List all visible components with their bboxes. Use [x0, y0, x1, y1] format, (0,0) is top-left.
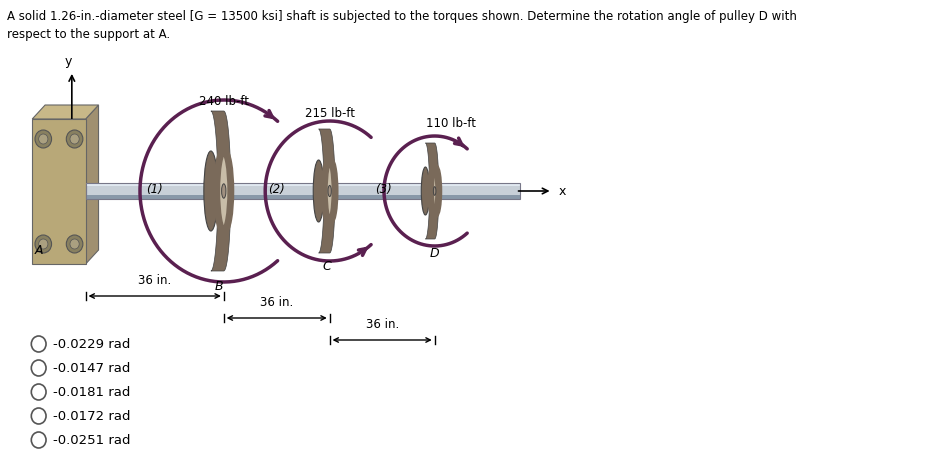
Bar [86, 195, 520, 200]
Text: 36 in.: 36 in. [365, 317, 399, 330]
Ellipse shape [421, 168, 430, 216]
Bar [33, 120, 86, 264]
Text: B: B [215, 279, 224, 292]
Text: -0.0147 rad: -0.0147 rad [53, 362, 130, 375]
Circle shape [32, 384, 46, 400]
Circle shape [38, 239, 48, 250]
Bar [86, 184, 520, 200]
Text: -0.0229 rad: -0.0229 rad [53, 338, 130, 351]
Ellipse shape [324, 161, 335, 223]
Ellipse shape [222, 184, 226, 199]
Text: A solid 1.26-in.-diameter steel [G = 13500 ksi] shaft is subjected to the torque: A solid 1.26-in.-diameter steel [G = 135… [7, 10, 797, 23]
Bar [86, 184, 520, 200]
Text: 240 lb-ft: 240 lb-ft [199, 95, 249, 108]
Ellipse shape [313, 161, 324, 223]
Circle shape [66, 236, 83, 253]
Text: A: A [35, 244, 44, 257]
Text: -0.0251 rad: -0.0251 rad [53, 433, 130, 446]
Ellipse shape [217, 152, 231, 232]
Bar [86, 184, 520, 187]
Circle shape [38, 135, 48, 144]
Polygon shape [319, 130, 335, 253]
Text: (2): (2) [267, 183, 284, 196]
Text: (1): (1) [146, 183, 163, 196]
Ellipse shape [328, 186, 331, 197]
Text: y: y [64, 55, 72, 68]
Circle shape [32, 408, 46, 424]
Circle shape [66, 131, 83, 149]
Text: C: C [322, 259, 331, 272]
Ellipse shape [433, 187, 436, 196]
Text: -0.0181 rad: -0.0181 rad [53, 386, 130, 399]
Ellipse shape [431, 168, 439, 216]
Text: respect to the support at A.: respect to the support at A. [7, 28, 171, 41]
Text: x: x [559, 185, 567, 198]
Text: 215 lb-ft: 215 lb-ft [305, 107, 355, 120]
Circle shape [35, 236, 51, 253]
Text: 110 lb-ft: 110 lb-ft [426, 117, 476, 130]
Circle shape [32, 336, 46, 352]
Polygon shape [425, 144, 439, 239]
Text: 36 in.: 36 in. [260, 295, 294, 308]
Ellipse shape [204, 152, 218, 232]
Circle shape [32, 360, 46, 376]
Text: 36 in.: 36 in. [138, 274, 171, 287]
Circle shape [70, 135, 79, 144]
Circle shape [32, 432, 46, 448]
Circle shape [35, 131, 51, 149]
Polygon shape [33, 106, 99, 120]
Text: (3): (3) [375, 183, 391, 196]
Polygon shape [86, 106, 99, 264]
Text: -0.0172 rad: -0.0172 rad [53, 410, 130, 423]
Polygon shape [211, 112, 231, 271]
Text: D: D [430, 246, 440, 259]
Circle shape [70, 239, 79, 250]
